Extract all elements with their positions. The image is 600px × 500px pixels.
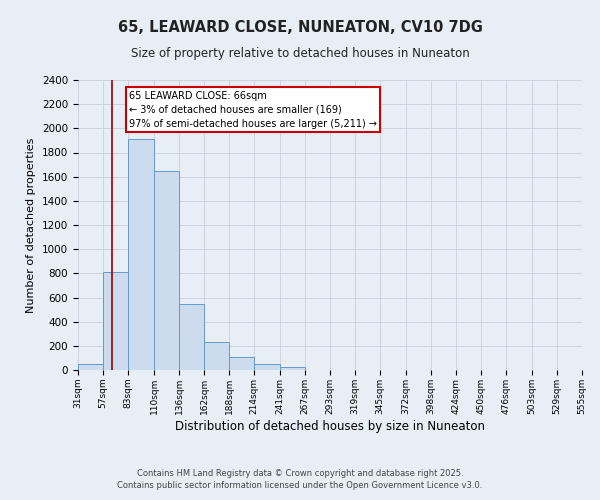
Text: Contains HM Land Registry data © Crown copyright and database right 2025.: Contains HM Land Registry data © Crown c… [137, 469, 463, 478]
Bar [103, 272, 128, 370]
Text: 65, LEAWARD CLOSE, NUNEATON, CV10 7DG: 65, LEAWARD CLOSE, NUNEATON, CV10 7DG [118, 20, 482, 35]
Bar [78, 364, 103, 370]
Bar [229, 356, 254, 370]
Text: Contains public sector information licensed under the Open Government Licence v3: Contains public sector information licen… [118, 480, 482, 490]
Y-axis label: Number of detached properties: Number of detached properties [26, 138, 37, 312]
X-axis label: Distribution of detached houses by size in Nuneaton: Distribution of detached houses by size … [175, 420, 485, 432]
Text: Size of property relative to detached houses in Nuneaton: Size of property relative to detached ho… [131, 48, 469, 60]
Bar [128, 139, 154, 370]
Bar [280, 366, 305, 370]
Bar [254, 364, 280, 370]
Bar [179, 304, 204, 370]
Bar [204, 342, 229, 370]
Text: 65 LEAWARD CLOSE: 66sqm
← 3% of detached houses are smaller (169)
97% of semi-de: 65 LEAWARD CLOSE: 66sqm ← 3% of detached… [129, 91, 377, 129]
Bar [154, 170, 179, 370]
